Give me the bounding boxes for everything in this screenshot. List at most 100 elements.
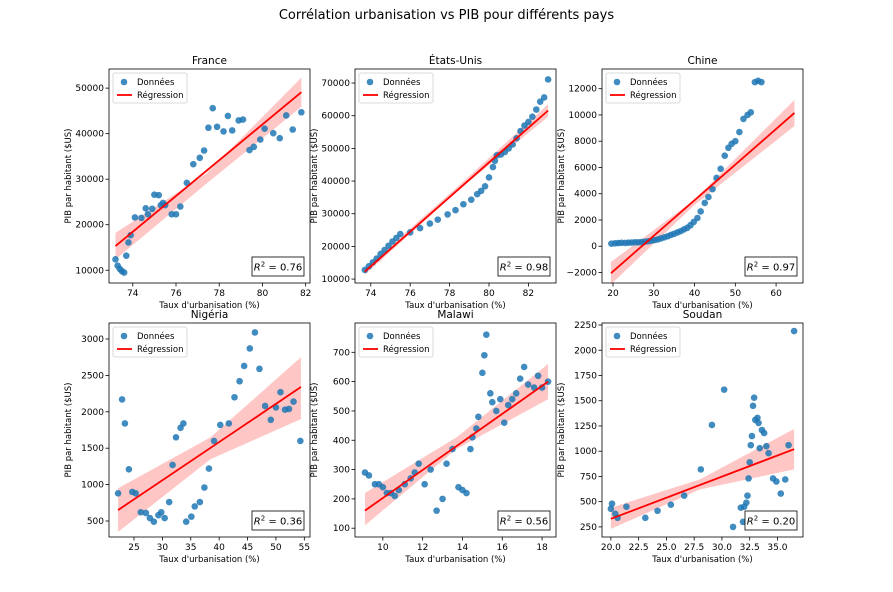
- r2-annotation: R2 = 0.97: [747, 261, 795, 274]
- data-point: [736, 128, 743, 136]
- data-point: [443, 460, 450, 468]
- x-tick-label: 40: [213, 543, 225, 553]
- data-point: [709, 185, 716, 193]
- data-point: [525, 118, 532, 126]
- data-point: [401, 480, 409, 488]
- x-tick-label: 18: [536, 543, 548, 553]
- data-point: [261, 402, 269, 410]
- data-point: [529, 113, 536, 121]
- data-point: [282, 112, 290, 119]
- data-point: [421, 480, 428, 488]
- data-point: [261, 125, 268, 132]
- data-point: [708, 421, 716, 429]
- data-point: [205, 465, 213, 472]
- data-point: [246, 345, 254, 352]
- chart-title: États-Unis: [429, 54, 482, 67]
- data-point: [209, 104, 217, 112]
- data-point: [654, 507, 661, 515]
- x-tick-label: 60: [770, 289, 782, 299]
- data-point: [397, 230, 404, 238]
- chart-title: Nigéria: [191, 309, 229, 321]
- x-tick-label: 14: [457, 543, 469, 553]
- data-point: [763, 442, 770, 450]
- data-point: [500, 419, 508, 426]
- y-tick-label: 1250: [574, 422, 597, 432]
- r2-box: [251, 256, 305, 277]
- chart-title: Chine: [687, 55, 717, 67]
- data-point: [180, 420, 187, 427]
- x-tick-label: 30.0: [712, 543, 732, 553]
- data-point: [240, 362, 248, 370]
- data-point: [231, 393, 238, 401]
- data-point: [489, 398, 496, 406]
- data-point: [138, 214, 145, 222]
- x-tick-label: 20.0: [601, 543, 621, 553]
- x-axis-label: Taux d'urbanisation (%): [651, 555, 752, 565]
- data-point: [127, 231, 134, 239]
- x-tick-label: 78: [213, 289, 225, 299]
- x-tick-label: 10: [377, 543, 389, 553]
- data-point: [720, 386, 728, 393]
- data-point: [169, 461, 176, 469]
- data-point: [277, 388, 284, 396]
- r2-annotation: R2 = 0.20: [747, 515, 795, 528]
- y-tick-label: 40000: [75, 130, 104, 140]
- data-point: [142, 509, 150, 517]
- y-tick-label: 10000: [321, 275, 350, 285]
- legend-label: Régression: [137, 90, 184, 101]
- legend-label: Régression: [383, 90, 430, 101]
- figure-title: Corrélation urbanisation vs PIB pour dif…: [278, 8, 615, 23]
- data-point: [426, 220, 434, 227]
- confidence-band: [118, 357, 301, 532]
- data-point: [379, 483, 387, 491]
- x-tick-label: 45: [242, 543, 253, 553]
- x-tick-label: 30: [648, 289, 660, 299]
- data-point: [467, 445, 474, 453]
- chart-title: France: [192, 55, 227, 67]
- data-point: [747, 441, 755, 449]
- data-point: [157, 508, 165, 516]
- data-point: [256, 365, 263, 373]
- y-tick-label: 40000: [321, 177, 350, 187]
- data-point: [137, 508, 145, 516]
- y-tick-label: 750: [580, 472, 597, 482]
- x-axis-label: Taux d'urbanisation (%): [404, 555, 505, 565]
- data-point: [433, 507, 440, 514]
- data-point: [172, 210, 180, 218]
- data-point: [415, 460, 422, 468]
- data-point: [747, 109, 755, 116]
- data-point: [205, 124, 212, 132]
- x-tick-label: 25: [128, 543, 139, 553]
- legend-point-marker: [120, 332, 128, 340]
- chart-title: Soudan: [683, 309, 723, 321]
- axes-frame: [354, 68, 557, 284]
- data-point: [746, 459, 753, 466]
- data-point: [530, 384, 538, 391]
- y-tick-label: 30000: [321, 210, 350, 220]
- x-tick-label: 50: [730, 289, 742, 299]
- data-point: [697, 208, 704, 215]
- data-point: [758, 78, 765, 86]
- y-tick-label: 10000: [568, 111, 597, 121]
- r2-box: [497, 510, 551, 531]
- y-tick-label: 700: [333, 348, 350, 358]
- x-tick-label: 25.0: [656, 543, 676, 553]
- data-point: [483, 331, 490, 339]
- data-point: [165, 498, 173, 506]
- data-point: [365, 472, 373, 479]
- x-tick-label: 30: [157, 543, 169, 553]
- data-point: [183, 179, 191, 187]
- data-point: [705, 193, 712, 201]
- x-tick-label: 76: [404, 289, 416, 299]
- data-point: [125, 239, 132, 246]
- legend-label: Données: [137, 77, 175, 88]
- data-point: [489, 163, 497, 171]
- y-tick-label: 50000: [75, 84, 104, 94]
- legend-label: Données: [630, 331, 668, 342]
- data-point: [781, 476, 789, 483]
- x-tick-label: 78: [444, 289, 456, 299]
- data-point: [680, 492, 688, 499]
- data-point: [512, 390, 520, 397]
- r2-box: [744, 256, 798, 277]
